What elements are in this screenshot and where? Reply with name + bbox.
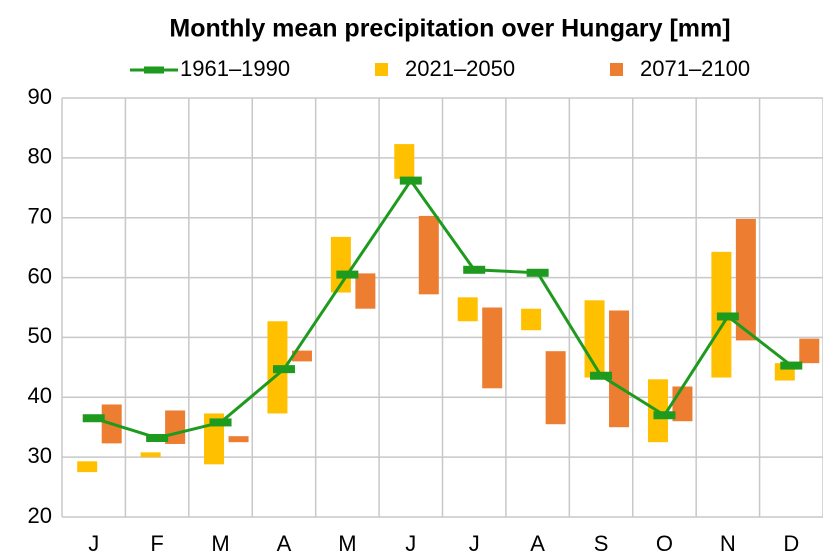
range-bar [140,452,161,458]
line-marker [272,365,295,374]
x-tick-label: J [88,531,99,556]
x-tick-label: A [530,531,545,556]
line-marker [780,361,803,370]
chart-title: Monthly mean precipitation over Hungary … [169,15,730,43]
line-marker [209,418,232,427]
x-tick-label: N [720,531,736,556]
x-tick-label: A [277,531,292,556]
x-tick-label: F [150,531,163,556]
range-bar [291,350,312,362]
line-marker [82,414,105,423]
y-tick-label: 30 [28,443,52,468]
range-bar [418,215,439,295]
range-bar [609,310,630,428]
range-bar [482,307,503,389]
x-tick-label: J [405,531,416,556]
range-bar [521,308,542,331]
line-marker [399,176,422,185]
line-marker [716,312,739,321]
legend-label: 2071–2100 [640,56,750,81]
line-marker [590,371,613,380]
y-tick-label: 50 [28,323,52,348]
legend-label: 1961–1990 [180,56,290,81]
legend-swatch [375,63,388,76]
x-tick-label: J [469,531,480,556]
range-bar [228,436,249,443]
x-tick-label: M [338,531,356,556]
y-tick-label: 40 [28,383,52,408]
range-bar [77,461,98,473]
range-bar [545,351,566,425]
range-bar [799,338,820,364]
range-bar [355,273,376,309]
range-bar [735,218,756,341]
y-tick-label: 90 [28,84,52,109]
y-tick-label: 20 [28,503,52,528]
line-marker [526,268,549,277]
x-tick-label: S [594,531,609,556]
line-marker [336,270,359,279]
legend-marker [144,66,164,74]
line-marker [146,433,169,442]
x-tick-label: O [656,531,673,556]
legend-swatch [610,63,623,76]
y-tick-label: 70 [28,204,52,229]
range-bar [394,144,415,179]
x-tick-label: D [783,531,799,556]
x-tick-label: M [211,531,229,556]
range-bar [457,297,478,322]
line-marker [653,411,676,420]
y-tick-label: 60 [28,263,52,288]
y-tick-label: 80 [28,144,52,169]
line-marker [463,265,486,274]
legend-label: 2021–2050 [405,56,515,81]
